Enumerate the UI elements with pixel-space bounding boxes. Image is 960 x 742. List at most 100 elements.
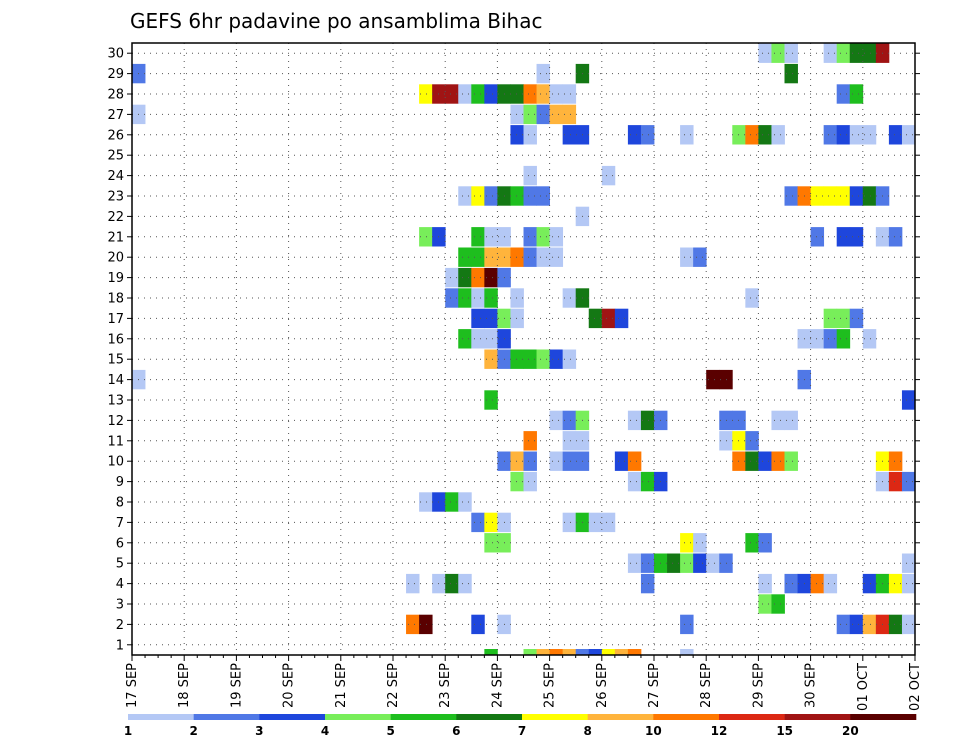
heatmap-cell	[510, 125, 524, 145]
heatmap-cell	[562, 512, 577, 533]
y-tick-label: 24	[107, 169, 124, 184]
y-axis-ticks: 1234567891011121314151617181920212223242…	[107, 47, 920, 653]
heatmap-cell	[758, 533, 772, 553]
heatmap-cell	[680, 125, 694, 145]
heatmap-cell	[758, 125, 772, 145]
heatmap-cell	[745, 533, 759, 553]
heatmap-cell	[549, 349, 564, 369]
heatmap-cell	[484, 227, 498, 247]
heatmap-cell	[406, 614, 420, 635]
heatmap-cell	[601, 649, 616, 655]
heatmap-cell	[888, 451, 903, 471]
heatmap-cell	[445, 288, 459, 308]
heatmap-cell	[862, 329, 877, 349]
heatmap-cell	[732, 431, 746, 451]
y-tick-label: 1	[116, 638, 124, 653]
heatmap-cell	[862, 43, 877, 63]
heatmap-cell	[823, 43, 838, 63]
heatmap-cell	[601, 308, 616, 329]
heatmap-cell	[640, 410, 655, 431]
heatmap-cell	[458, 573, 472, 594]
heatmap-cell	[601, 165, 616, 186]
heatmap-cell	[536, 104, 550, 125]
x-tick-label: 19 SEP	[229, 663, 244, 708]
y-tick-label: 21	[107, 230, 124, 245]
heatmap-cell	[536, 247, 550, 267]
x-tick-label: 17 SEP	[125, 663, 140, 708]
heatmap-cell	[549, 247, 564, 267]
y-tick-label: 11	[107, 434, 124, 449]
heatmap-cell	[771, 410, 785, 431]
heatmap-cell	[719, 369, 733, 390]
y-tick-label: 10	[107, 455, 124, 470]
heatmap-cell	[758, 43, 772, 63]
heatmap-cell	[901, 471, 916, 492]
y-tick-label: 4	[116, 577, 124, 592]
heatmap-cell	[549, 104, 564, 125]
heatmap-cell	[471, 512, 485, 533]
y-tick-label: 26	[107, 128, 124, 143]
heatmap-cell	[836, 84, 851, 104]
heatmap-cell	[445, 573, 459, 594]
heatmap-cell	[536, 649, 550, 655]
heatmap-cell	[680, 614, 694, 635]
heatmap-cell	[758, 573, 772, 594]
heatmap-cell	[627, 553, 642, 573]
heatmap-cell	[562, 431, 577, 451]
heatmap-cell	[614, 649, 629, 655]
heatmap-cell	[588, 649, 603, 655]
heatmap-cell	[849, 227, 864, 247]
heatmap-cell	[510, 186, 524, 206]
heatmap-cell	[445, 492, 459, 512]
heatmap-cell	[458, 186, 472, 206]
heatmap-cell	[836, 186, 851, 206]
heatmap-cell	[745, 288, 759, 308]
heatmap-cell	[510, 247, 524, 267]
heatmap-cell	[901, 390, 916, 410]
heatmap-cell	[732, 451, 746, 471]
heatmap-cell	[471, 329, 485, 349]
heatmap-cell	[471, 227, 485, 247]
heatmap-cell	[575, 649, 590, 655]
y-tick-label: 28	[107, 88, 124, 103]
heatmap-cell	[523, 431, 537, 451]
y-tick-label: 13	[107, 394, 124, 409]
heatmap-cell	[823, 186, 838, 206]
heatmap-cell	[523, 165, 537, 186]
heatmap-cell	[510, 471, 524, 492]
colorbar-swatch	[128, 714, 194, 720]
heatmap-cell	[680, 649, 694, 655]
heatmap-cell	[562, 349, 577, 369]
y-tick-label: 3	[116, 598, 124, 613]
heatmap-cell	[888, 471, 903, 492]
heatmap-cell	[458, 329, 472, 349]
heatmap-cell	[719, 410, 733, 431]
colorbar-label: 7	[518, 724, 526, 738]
heatmap-cell	[536, 227, 550, 247]
heatmap-cell	[901, 125, 916, 145]
heatmap-cell	[862, 573, 877, 594]
heatmap-cell	[888, 573, 903, 594]
heatmap-cell	[484, 349, 498, 369]
y-tick-label: 29	[107, 67, 124, 82]
colorbar-legend: 1 2 3 4 5 6 7 8 10 12 15 20	[124, 714, 917, 738]
heatmap-cell	[510, 288, 524, 308]
heatmap-cell	[471, 186, 485, 206]
chart-title: GEFS 6hr padavine po ansamblima Bihac	[130, 9, 542, 33]
x-tick-label: 18 SEP	[177, 663, 192, 708]
heatmap-cell	[849, 614, 864, 635]
heatmap-cell	[510, 308, 524, 329]
heatmap-cell	[693, 553, 707, 573]
y-tick-label: 20	[107, 251, 124, 266]
heatmap-cell	[588, 308, 603, 329]
heatmap-cell	[862, 186, 877, 206]
y-tick-label: 5	[116, 557, 124, 572]
y-tick-label: 17	[107, 312, 124, 327]
x-tick-label: 27 SEP	[647, 663, 662, 708]
heatmap-cells	[132, 43, 916, 655]
heatmap-cell	[523, 84, 537, 104]
heatmap-cell	[523, 247, 537, 267]
colorbar-label: 20	[842, 724, 859, 738]
heatmap-cell	[810, 186, 825, 206]
heatmap-cell	[627, 410, 642, 431]
